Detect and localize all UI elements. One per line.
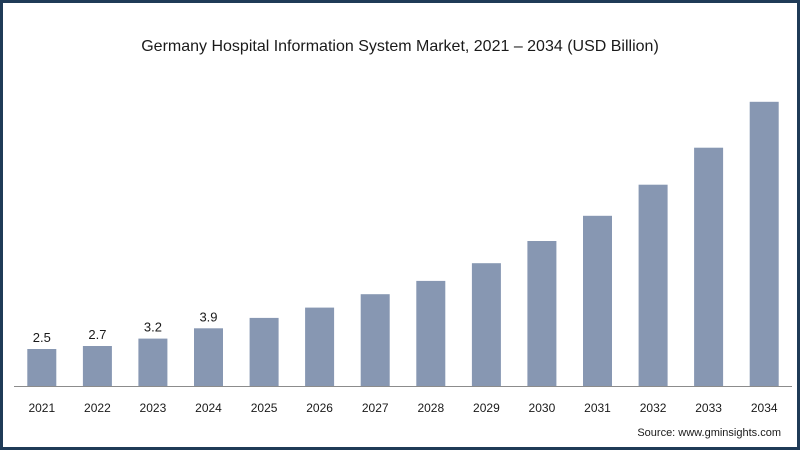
x-tick-label: 2033: [695, 401, 722, 415]
x-tick-label: 2031: [584, 401, 611, 415]
data-label: 2.5: [33, 330, 51, 345]
bar-2025: [249, 317, 279, 386]
x-tick-label: 2034: [751, 401, 778, 415]
x-tick-label: 2032: [640, 401, 667, 415]
bar-2029: [471, 263, 501, 386]
x-tick-label: 2023: [140, 401, 167, 415]
x-tick-label: 2029: [473, 401, 500, 415]
bar-2026: [305, 307, 335, 386]
x-tick-label: 2022: [84, 401, 111, 415]
bar-2024: [194, 328, 223, 386]
data-label: 3.9: [199, 309, 217, 324]
x-tick-label: 2028: [417, 401, 444, 415]
x-tick-label: 2025: [251, 401, 278, 415]
x-tick-label: 2024: [195, 401, 222, 415]
data-label: 3.2: [144, 320, 162, 335]
bar-2027: [360, 294, 390, 386]
bar-2022: [82, 346, 112, 386]
bar-2034: [749, 101, 779, 387]
bar-2032: [638, 184, 668, 386]
bar-2021: [27, 349, 57, 386]
bar-2033: [694, 147, 724, 386]
x-tick-label: 2027: [362, 401, 389, 415]
bar-2023: [138, 338, 168, 386]
bar-2028: [416, 280, 446, 386]
x-tick-label: 2021: [28, 401, 55, 415]
source-note: Source: www.gminsights.com: [637, 427, 781, 439]
x-tick-label: 2026: [306, 401, 333, 415]
bar-2030: [527, 241, 557, 386]
bar-2031: [583, 215, 612, 386]
x-tick-label: 2030: [529, 401, 556, 415]
data-label: 2.7: [88, 327, 106, 342]
chart-title: Germany Hospital Information System Mark…: [141, 38, 659, 55]
